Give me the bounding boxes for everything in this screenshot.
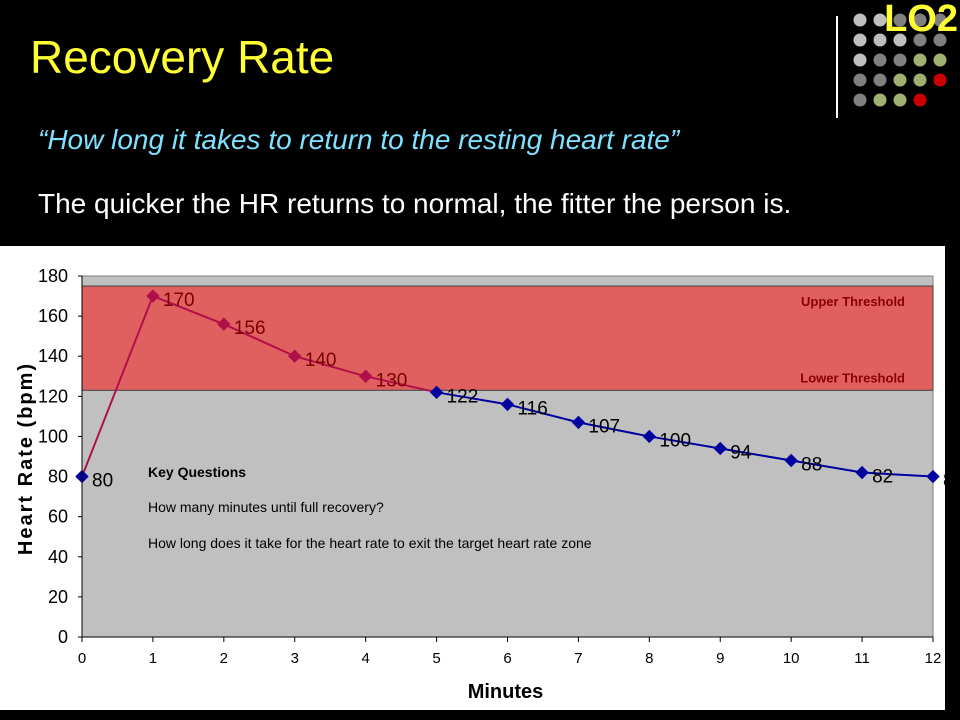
x-tick-label: 9 [716, 650, 724, 667]
y-tick-label: 60 [48, 507, 68, 527]
y-tick-label: 40 [48, 547, 68, 567]
x-tick-label: 12 [925, 650, 942, 667]
data-label: 122 [447, 386, 479, 407]
data-point [500, 397, 515, 412]
decorative-dot [893, 13, 907, 27]
data-label: 80 [92, 471, 113, 492]
data-point [571, 415, 586, 430]
data-label: 140 [305, 350, 337, 371]
x-tick-label: 4 [361, 650, 369, 667]
x-tick-label: 5 [432, 650, 440, 667]
y-tick-label: 140 [38, 346, 68, 366]
decorative-dot [933, 53, 947, 67]
decorative-dot [873, 73, 887, 87]
data-point [713, 441, 727, 456]
data-label: 94 [730, 442, 752, 463]
decorative-dot [933, 33, 947, 47]
y-tick-label: 80 [48, 467, 68, 487]
y-axis-label: Heart Rate (bpm) [15, 362, 37, 555]
decorative-dot [913, 13, 927, 27]
definition-quote: “How long it takes to return to the rest… [38, 124, 680, 155]
upper-threshold-label: Upper Threshold [801, 294, 905, 309]
decorative-dot [853, 13, 867, 27]
data-label: 116 [518, 398, 548, 419]
key-questions-heading: Key Questions [148, 464, 246, 480]
data-label: 170 [163, 290, 195, 311]
decorative-dot [913, 53, 927, 67]
target-zone-band [81, 285, 934, 391]
y-tick-label: 0 [58, 627, 68, 647]
x-tick-label: 2 [220, 650, 228, 667]
data-point [784, 453, 798, 468]
decorative-dot [873, 93, 887, 107]
data-point [926, 469, 940, 484]
decorative-dot [913, 93, 927, 107]
x-tick-label: 8 [645, 650, 653, 667]
data-point [358, 369, 373, 383]
y-tick-label: 180 [38, 266, 68, 286]
x-axis-label: Minutes [468, 681, 544, 703]
slide-title: Recovery Rate [30, 31, 335, 83]
data-label: 156 [234, 318, 266, 339]
data-point [642, 429, 657, 444]
x-tick-label: 11 [854, 650, 870, 667]
y-tick-label: 100 [38, 426, 68, 446]
data-point [855, 465, 869, 480]
x-tick-label: 7 [574, 650, 582, 667]
x-tick-label: 1 [149, 650, 157, 667]
data-label: 88 [801, 455, 822, 476]
key-question-2: How long does it take for the heart rate… [148, 535, 592, 551]
lower-threshold-label: Lower Threshold [800, 370, 905, 385]
data-label: 100 [659, 430, 691, 451]
divider-line [836, 16, 838, 118]
data-label: 130 [376, 370, 408, 391]
decorative-dot [853, 53, 867, 67]
x-tick-label: 10 [783, 650, 800, 667]
decorative-dot [853, 73, 867, 87]
y-tick-label: 120 [38, 386, 68, 406]
decorative-dot [913, 33, 927, 47]
data-label: 107 [588, 416, 620, 437]
decorative-dot-grid [853, 13, 947, 107]
decorative-dot [893, 93, 907, 107]
decorative-dot [893, 73, 907, 87]
data-label: 80 [943, 471, 945, 492]
x-tick-label: 3 [291, 650, 299, 667]
data-point [217, 317, 231, 331]
data-point [429, 385, 444, 400]
data-point [146, 289, 160, 303]
data-label: 82 [872, 467, 893, 488]
decorative-dot [873, 33, 887, 47]
decorative-dot [853, 93, 867, 107]
decorative-dot [873, 53, 887, 67]
lo-badge: LO2 [884, 0, 958, 40]
decorative-dot [913, 73, 927, 87]
decorative-dot [933, 13, 947, 27]
data-point [288, 349, 302, 363]
decorative-dot [853, 33, 867, 47]
decorative-dot [933, 73, 947, 87]
recovery-chart: 0 20 40 60 80 100 120 140 160 180 0 1 2 3 4 5 6 7 8 9 10 11 1… [0, 246, 960, 710]
x-tick-label: 0 [78, 650, 86, 667]
decorative-dot [873, 13, 887, 27]
decorative-dot [893, 53, 907, 67]
series-line-recovery [436, 391, 934, 478]
key-question-1: How many minutes until full recovery? [148, 499, 384, 515]
decorative-dot [893, 33, 907, 47]
y-tick-label: 160 [38, 306, 68, 326]
fitness-statement: The quicker the HR returns to normal, th… [38, 188, 792, 219]
decorative-dot [933, 93, 947, 107]
series-line-in-zone [81, 294, 437, 477]
x-tick-label: 6 [503, 650, 511, 667]
y-tick-label: 20 [48, 587, 68, 607]
